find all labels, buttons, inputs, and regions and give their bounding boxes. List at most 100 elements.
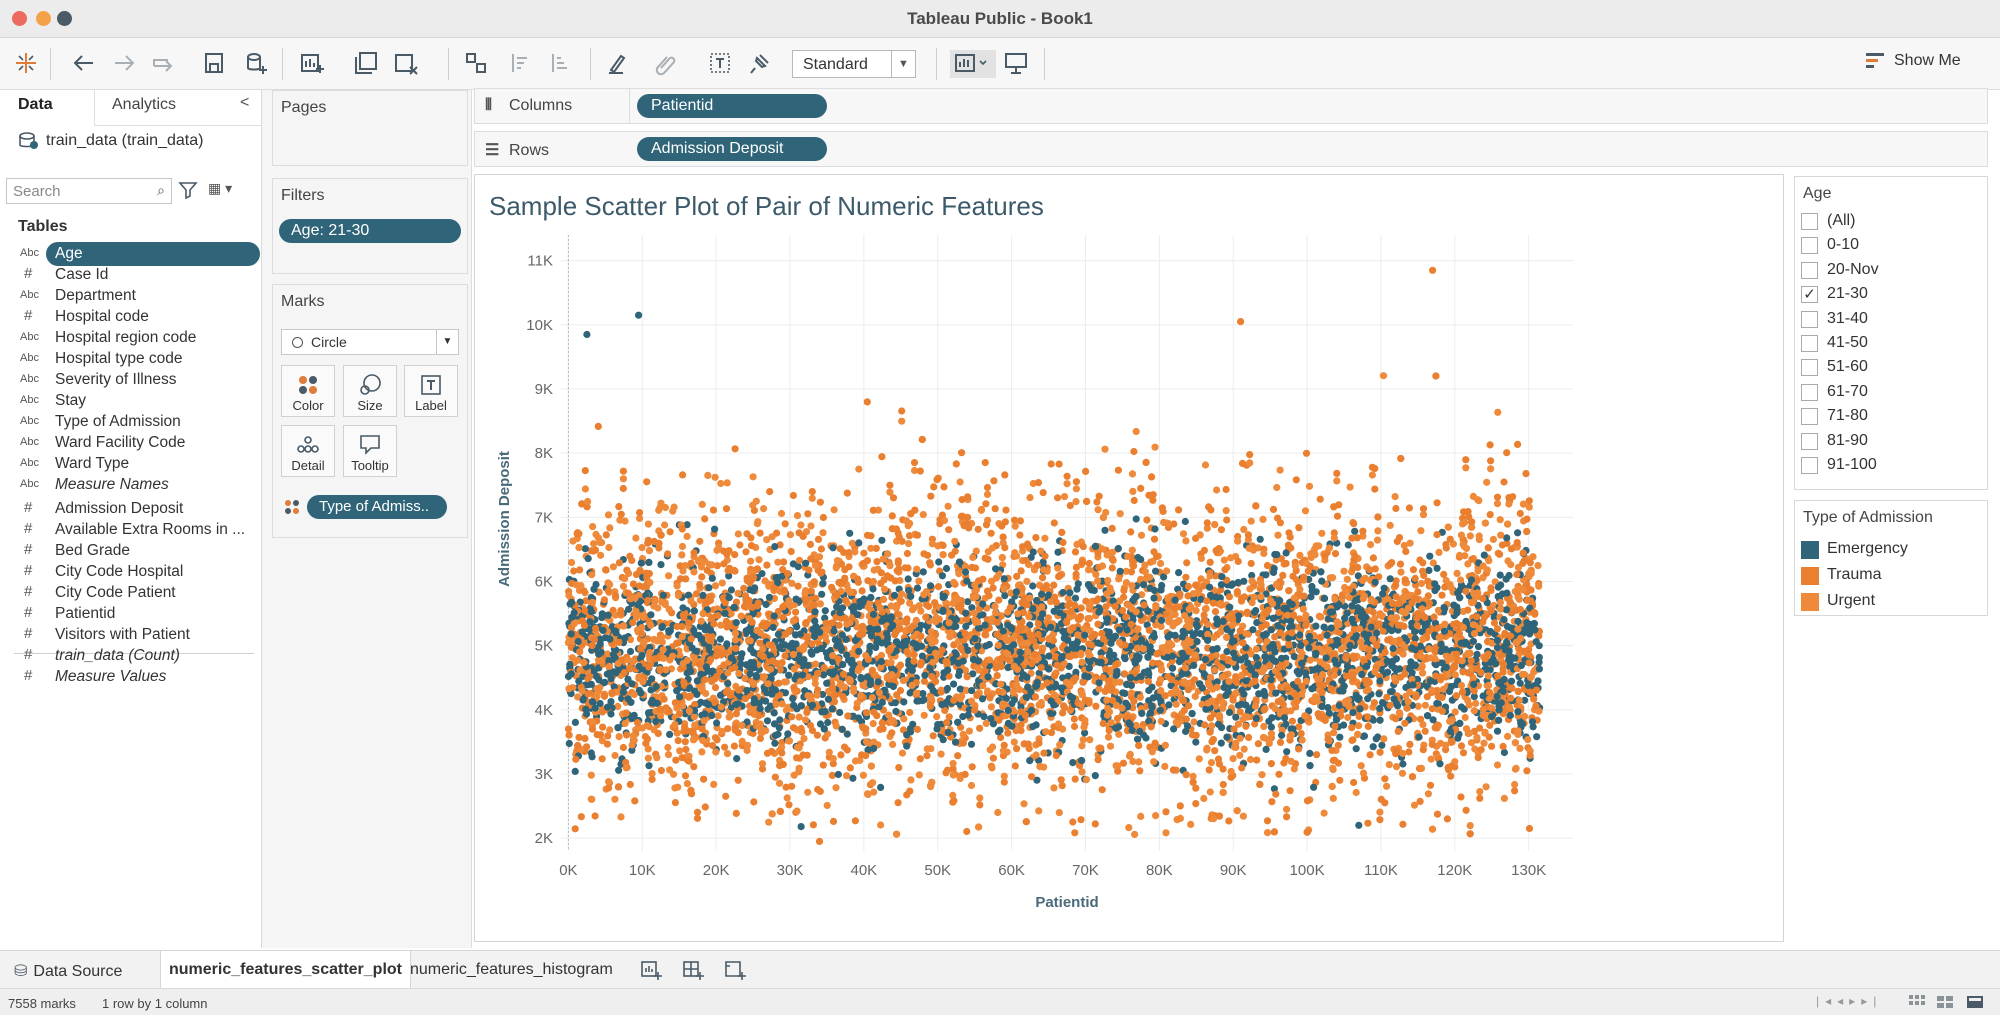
scatter-point[interactable] <box>1418 662 1426 670</box>
scatter-point[interactable] <box>567 630 575 638</box>
scatter-point[interactable] <box>937 720 945 728</box>
field-type-of-admission[interactable]: Abc Type of Admission <box>0 410 262 434</box>
scatter-point[interactable] <box>1399 760 1407 768</box>
field-train-data-count[interactable]: # train_data (Count) <box>0 644 262 668</box>
scatter-point[interactable] <box>657 766 665 775</box>
scatter-point[interactable] <box>701 803 709 811</box>
scatter-point[interactable] <box>886 488 894 496</box>
scatter-point[interactable] <box>1428 825 1437 833</box>
scatter-point[interactable] <box>1380 584 1388 592</box>
scatter-point[interactable] <box>580 587 588 595</box>
scatter-point[interactable] <box>1269 505 1278 513</box>
scatter-point[interactable] <box>1386 688 1395 696</box>
field-hospital-region-code[interactable]: Abc Hospital region code <box>0 326 262 350</box>
scatter-point[interactable] <box>936 520 944 528</box>
pages-card[interactable]: Pages <box>272 90 468 166</box>
scatter-point[interactable] <box>1386 575 1394 583</box>
scatter-point[interactable] <box>1345 593 1353 602</box>
scatter-point[interactable] <box>1168 664 1177 672</box>
scatter-point[interactable] <box>1002 506 1010 514</box>
scatter-point[interactable] <box>1336 733 1344 741</box>
scatter-point[interactable] <box>820 664 828 672</box>
scatter-point[interactable] <box>1369 743 1377 751</box>
scatter-point[interactable] <box>915 577 923 585</box>
scatter-point[interactable] <box>1330 729 1338 737</box>
scatter-point[interactable] <box>1411 574 1419 582</box>
scatter-point[interactable] <box>1486 721 1494 729</box>
scatter-point[interactable] <box>900 698 908 706</box>
scatter-point[interactable] <box>793 754 801 762</box>
field-ward-facility-code[interactable]: Abc Ward Facility Code <box>0 431 262 455</box>
scatter-point[interactable] <box>602 531 610 539</box>
scatter-point[interactable] <box>1280 714 1289 722</box>
scatter-point[interactable] <box>981 459 989 467</box>
scatter-point[interactable] <box>1263 829 1272 837</box>
scatter-point[interactable] <box>828 771 836 780</box>
scatter-point[interactable] <box>819 671 828 679</box>
scatter-point[interactable] <box>1045 591 1053 599</box>
scatter-point[interactable] <box>1395 600 1403 608</box>
scatter-point[interactable] <box>1047 729 1056 737</box>
scatter-point[interactable] <box>859 771 867 779</box>
scatter-point[interactable] <box>565 739 573 748</box>
scatter-point[interactable] <box>929 732 937 740</box>
scatter-point[interactable] <box>1039 574 1047 582</box>
scatter-point[interactable] <box>962 622 970 631</box>
scatter-point[interactable] <box>1482 783 1490 791</box>
scatter-point[interactable] <box>1294 578 1302 586</box>
scatter-point[interactable] <box>1028 773 1036 781</box>
scatter-point[interactable] <box>1260 706 1268 714</box>
scatter-point[interactable] <box>1035 807 1043 815</box>
scatter-point[interactable] <box>1170 520 1178 528</box>
scatter-point[interactable] <box>824 718 832 727</box>
scatter-point[interactable] <box>717 621 725 629</box>
scatter-point[interactable] <box>898 749 907 757</box>
scatter-point[interactable] <box>643 735 651 743</box>
scatter-point[interactable] <box>1438 591 1446 599</box>
scatter-point[interactable] <box>648 770 656 778</box>
scatter-point[interactable] <box>958 496 966 504</box>
scatter-point[interactable] <box>1206 788 1214 796</box>
scatter-point[interactable] <box>1099 595 1107 603</box>
scatter-point[interactable] <box>672 756 680 764</box>
scatter-point[interactable] <box>1171 610 1179 618</box>
scatter-point[interactable] <box>968 604 976 612</box>
scatter-point[interactable] <box>1357 762 1365 770</box>
scatter-point[interactable] <box>1026 594 1034 602</box>
scatter-point[interactable] <box>1287 707 1295 715</box>
scatter-point[interactable] <box>678 542 687 551</box>
marks-color-field-pill[interactable]: Type of Admiss.. <box>307 495 447 519</box>
scatter-point[interactable] <box>1004 664 1012 672</box>
scatter-point[interactable] <box>1529 553 1537 561</box>
scatter-point[interactable] <box>1218 664 1226 672</box>
scatter-point[interactable] <box>721 743 729 751</box>
scatter-point[interactable] <box>1137 531 1146 539</box>
scatter-point[interactable] <box>870 788 878 796</box>
scatter-point[interactable] <box>701 710 709 718</box>
scatter-marks[interactable] <box>564 266 1544 846</box>
scatter-point[interactable] <box>993 672 1001 680</box>
scatter-point[interactable] <box>1079 736 1087 744</box>
scatter-point[interactable] <box>893 610 901 618</box>
scatter-point[interactable] <box>1462 456 1470 464</box>
scatter-point[interactable] <box>1400 622 1408 630</box>
rows-pill[interactable]: Admission Deposit <box>637 137 827 161</box>
scatter-point[interactable] <box>1405 504 1413 512</box>
field-severity-of-illness[interactable]: Abc Severity of Illness <box>0 368 262 392</box>
scatter-point[interactable] <box>954 752 962 760</box>
scatter-point[interactable] <box>913 584 922 592</box>
scatter-point[interactable] <box>1141 561 1149 569</box>
scatter-point[interactable] <box>1215 760 1223 768</box>
scatter-point[interactable] <box>1288 717 1296 725</box>
scatter-point[interactable] <box>869 577 878 586</box>
scatter-point[interactable] <box>1072 485 1080 493</box>
scatter-point[interactable] <box>575 733 583 742</box>
scatter-point[interactable] <box>1119 759 1128 767</box>
field-case-id[interactable]: # Case Id <box>0 263 262 287</box>
scatter-point[interactable] <box>1405 748 1413 756</box>
scatter-point[interactable] <box>1200 794 1208 803</box>
scatter-point[interactable] <box>639 613 648 621</box>
scatter-point[interactable] <box>1333 512 1342 520</box>
scatter-point[interactable] <box>1037 547 1045 555</box>
scatter-point[interactable] <box>755 556 763 564</box>
